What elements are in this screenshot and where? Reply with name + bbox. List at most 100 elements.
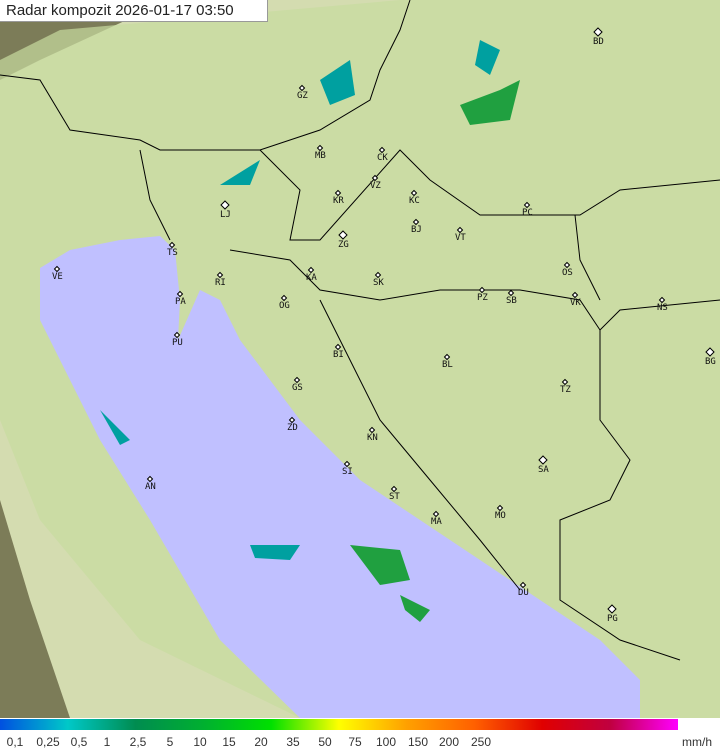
city-si: SI bbox=[342, 460, 353, 477]
city-marker-icon bbox=[220, 200, 230, 210]
city-pc: PC bbox=[522, 201, 533, 218]
city-label: CK bbox=[377, 153, 388, 163]
city-marker-icon bbox=[334, 189, 342, 197]
legend-tick: 0,25 bbox=[36, 735, 60, 749]
city-marker-icon bbox=[176, 290, 184, 298]
city-marker-icon bbox=[456, 226, 464, 234]
city-marker-icon bbox=[307, 266, 315, 274]
city-label: BJ bbox=[411, 225, 422, 235]
country-borders bbox=[0, 0, 720, 661]
city-pu: PU bbox=[172, 331, 183, 348]
legend-tick: 2,5 bbox=[129, 735, 147, 749]
city-marker-icon bbox=[496, 504, 504, 512]
city-vk: VK bbox=[570, 291, 581, 308]
map-title: Radar kompozit 2026-01-17 03:50 bbox=[0, 0, 268, 22]
city-pz: PZ bbox=[477, 286, 488, 303]
city-label: PC bbox=[522, 208, 533, 218]
city-label: SK bbox=[373, 278, 384, 288]
city-label: OS bbox=[562, 268, 573, 278]
city-ri: RI bbox=[215, 271, 226, 288]
city-pa: PA bbox=[175, 290, 186, 307]
city-marker-icon bbox=[168, 241, 176, 249]
city-tz: TZ bbox=[560, 378, 571, 395]
city-vt: VT bbox=[455, 226, 466, 243]
city-ts: TS bbox=[167, 241, 178, 258]
city-os: OS bbox=[562, 261, 573, 278]
legend-unit: mm/h bbox=[682, 735, 712, 749]
city-label: KN bbox=[367, 433, 378, 443]
city-label: MO bbox=[495, 511, 506, 521]
city-markers: BD GZ MB CK VZ KR KC LJ BJ ZG VT PC TS VE RI KA SK OS PA OG… bbox=[52, 27, 716, 624]
adriatic-sea bbox=[40, 236, 640, 718]
city-bg: BG bbox=[705, 347, 716, 367]
city-marker-icon bbox=[374, 271, 382, 279]
city-marker-icon bbox=[53, 265, 61, 273]
city-label: PZ bbox=[477, 293, 488, 303]
legend-tick: 200 bbox=[438, 735, 460, 749]
radar-echoes bbox=[100, 40, 520, 622]
city-label: TS bbox=[167, 248, 178, 258]
legend-tick: 150 bbox=[407, 735, 429, 749]
city-marker-icon bbox=[658, 296, 666, 304]
city-marker-icon bbox=[298, 84, 306, 92]
city-bi: BI bbox=[333, 343, 344, 360]
city-gz: GZ bbox=[297, 84, 308, 101]
legend-tick: 10 bbox=[193, 735, 207, 749]
city-marker-icon bbox=[593, 27, 603, 37]
city-marker-icon bbox=[607, 604, 617, 614]
city-label: AN bbox=[145, 482, 156, 492]
city-label: SA bbox=[538, 465, 549, 475]
city-zg: ZG bbox=[338, 230, 349, 250]
city-label: BI bbox=[333, 350, 344, 360]
city-marker-icon bbox=[390, 485, 398, 493]
city-marker-icon bbox=[343, 460, 351, 468]
city-label: RI bbox=[215, 278, 226, 288]
city-label: BG bbox=[705, 357, 716, 367]
city-marker-icon bbox=[478, 286, 486, 294]
city-label: PA bbox=[175, 297, 186, 307]
city-label: ZG bbox=[338, 240, 349, 250]
city-ck: CK bbox=[377, 146, 388, 163]
city-label: SB bbox=[506, 296, 517, 306]
city-marker-icon bbox=[216, 271, 224, 279]
city-marker-icon bbox=[523, 201, 531, 209]
city-ve: VE bbox=[52, 265, 63, 282]
city-ma: MA bbox=[431, 510, 442, 527]
city-label: KC bbox=[409, 196, 420, 206]
city-marker-icon bbox=[432, 510, 440, 518]
city-label: VK bbox=[570, 298, 581, 308]
city-marker-icon bbox=[338, 230, 348, 240]
legend-tick: 100 bbox=[375, 735, 397, 749]
city-marker-icon bbox=[378, 146, 386, 154]
city-label: TZ bbox=[560, 385, 571, 395]
city-label: OG bbox=[279, 301, 290, 311]
city-label: PU bbox=[172, 338, 183, 348]
city-kc: KC bbox=[409, 189, 420, 206]
city-label: VE bbox=[52, 272, 63, 282]
city-marker-icon bbox=[561, 378, 569, 386]
city-marker-icon bbox=[316, 144, 324, 152]
city-st: ST bbox=[389, 485, 400, 502]
legend-tick: 20 bbox=[254, 735, 268, 749]
city-marker-icon bbox=[173, 331, 181, 339]
city-label: ST bbox=[389, 492, 400, 502]
city-lj: LJ bbox=[220, 200, 231, 220]
city-label: MB bbox=[315, 151, 326, 161]
city-marker-icon bbox=[371, 174, 379, 182]
city-marker-icon bbox=[443, 353, 451, 361]
legend-labels: 0,1 0,25 0,5 1 2,5 5 10 15 20 35 50 75 100 150 200 250 m… bbox=[0, 735, 720, 751]
legend-tick: 5 bbox=[166, 735, 174, 749]
city-label: KA bbox=[306, 273, 317, 283]
city-label: BL bbox=[442, 360, 453, 370]
city-pg: PG bbox=[607, 604, 618, 624]
city-marker-icon bbox=[571, 291, 579, 299]
city-marker-icon bbox=[538, 455, 548, 465]
city-marker-icon bbox=[519, 581, 527, 589]
city-label: NS bbox=[657, 303, 668, 313]
city-sb: SB bbox=[506, 289, 517, 306]
radar-map[interactable]: BD GZ MB CK VZ KR KC LJ BJ ZG VT PC TS VE RI KA SK OS PA OG… bbox=[0, 0, 720, 718]
city-label: VT bbox=[455, 233, 466, 243]
city-marker-icon bbox=[412, 218, 420, 226]
city-marker-icon bbox=[507, 289, 515, 297]
city-label: BD bbox=[593, 37, 604, 47]
